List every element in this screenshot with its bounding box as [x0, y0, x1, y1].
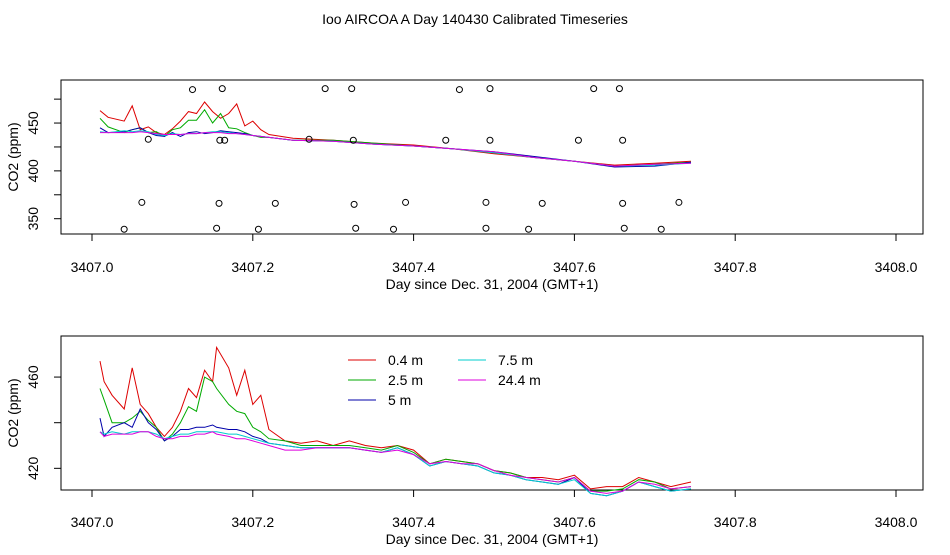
- data-point: [218, 85, 226, 93]
- data-point: [221, 136, 229, 144]
- y-tick-label: 420: [25, 456, 41, 480]
- series-line-7-5-m: [99, 431, 692, 497]
- data-point: [216, 136, 224, 144]
- data-point: [538, 199, 546, 207]
- y-tick-label: 350: [25, 207, 41, 231]
- plot-frame: [60, 79, 924, 235]
- bottom-panel: 3407.0 3407.2 3407.4 3407.6 3407.8 3408.0 420 4…: [5, 335, 924, 547]
- data-point: [486, 136, 494, 144]
- data-point: [455, 86, 463, 94]
- data-point: [590, 85, 598, 93]
- x-tick-label: 3408.0: [875, 259, 918, 275]
- legend-label-2-5-m: 2.5 m: [388, 372, 423, 388]
- series-line-7-5-m: [99, 130, 692, 167]
- y-tick-label: 460: [25, 365, 41, 389]
- data-point: [574, 136, 582, 144]
- x-tick-label: 3407.8: [714, 514, 757, 530]
- legend-label-7-5-m: 7.5 m: [498, 352, 533, 368]
- y-tick-label: 400: [25, 159, 41, 183]
- data-point: [213, 224, 221, 232]
- series-line-24-4-m: [99, 431, 692, 494]
- data-point: [390, 225, 397, 233]
- data-point: [215, 199, 223, 207]
- data-point: [615, 85, 623, 93]
- data-point: [350, 200, 358, 208]
- data-point: [620, 224, 628, 232]
- data-point: [144, 135, 152, 143]
- data-point: [120, 225, 128, 233]
- series-line-0-4-m: [99, 101, 692, 166]
- series-line-0-4-m: [99, 345, 692, 490]
- data-point: [619, 136, 627, 144]
- data-point: [254, 225, 262, 233]
- x-tick-label: 3407.6: [553, 259, 596, 275]
- data-point: [348, 85, 356, 93]
- y-axis-label: CO2 (ppm): [5, 378, 21, 447]
- data-point: [657, 225, 665, 233]
- data-point: [482, 224, 490, 232]
- data-point: [271, 199, 279, 207]
- data-point: [352, 224, 360, 232]
- x-axis-label: Day since Dec. 31, 2004 (GMT+1): [386, 276, 599, 292]
- data-point: [189, 86, 196, 94]
- plot-frame: [60, 335, 924, 491]
- data-point: [402, 198, 410, 206]
- data-point: [619, 199, 627, 207]
- data-point: [138, 198, 146, 206]
- x-tick-label: 3407.0: [71, 259, 114, 275]
- x-tick-label: 3407.6: [553, 514, 596, 530]
- data-point: [486, 85, 494, 93]
- data-point: [482, 198, 490, 206]
- data-point: [349, 136, 357, 144]
- y-axis-label: CO2 (ppm): [5, 122, 21, 191]
- series-line-2-5-m: [99, 108, 692, 167]
- x-tick-label: 3407.0: [71, 514, 114, 530]
- data-point: [321, 85, 329, 93]
- top-panel: 3407.0 3407.2 3407.4 3407.6 3407.8 3408.0 350 4…: [5, 79, 924, 292]
- y-tick-label: 450: [25, 111, 41, 135]
- x-tick-label: 3408.0: [875, 514, 918, 530]
- legend-label-5-m: 5 m: [388, 392, 411, 408]
- x-tick-label: 3407.2: [231, 514, 274, 530]
- series-line-24-4-m: [100, 131, 692, 167]
- data-point: [675, 198, 683, 206]
- data-point: [305, 135, 313, 143]
- x-axis-label: Day since Dec. 31, 2004 (GMT+1): [386, 531, 599, 547]
- x-tick-label: 3407.8: [714, 259, 757, 275]
- series-line-5-m: [99, 407, 692, 497]
- chart-title: Ioo AIRCOA A Day 140430 Calibrated Times…: [322, 11, 628, 27]
- x-tick-label: 3407.4: [392, 259, 435, 275]
- data-point: [525, 225, 533, 233]
- x-tick-label: 3407.4: [392, 514, 435, 530]
- legend-label-24-4-m: 24.4 m: [498, 372, 541, 388]
- legend-label-0-4-m: 0.4 m: [388, 352, 423, 368]
- x-tick-label: 3407.2: [231, 259, 274, 275]
- data-point: [442, 136, 450, 144]
